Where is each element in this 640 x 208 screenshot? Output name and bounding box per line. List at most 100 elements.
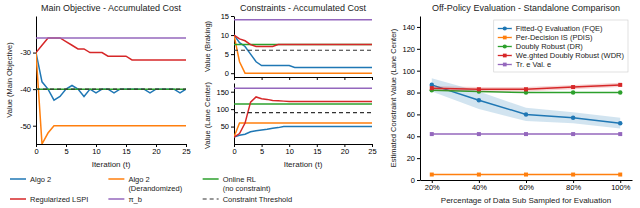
legend-label-line: Constraint Threshold <box>223 195 292 204</box>
x-axis: 0510152025 <box>232 144 376 156</box>
x-tick-label: 100% <box>611 183 631 192</box>
panel: 20%40%60%80%100%020406080100120140Off-Po… <box>389 3 633 205</box>
y-tick: 10 <box>221 31 234 40</box>
legend-label: Tr. e Val. e <box>516 60 551 69</box>
x-tick <box>317 77 318 80</box>
y-tick-mark <box>417 71 420 72</box>
legend-item: Constraint Threshold <box>203 195 292 204</box>
series-line <box>234 87 372 89</box>
y-tick: 60 <box>407 110 420 119</box>
x-tick <box>262 77 263 80</box>
y-tick-mark <box>417 49 420 50</box>
y-tick-label: 100 <box>402 67 415 76</box>
y-tick: 150 <box>216 88 234 97</box>
y-axis: 051015 <box>221 12 235 78</box>
y-tick: 40 <box>407 132 420 141</box>
y-tick-label: 120 <box>402 45 415 54</box>
legend-swatch <box>108 178 124 180</box>
y-tick: -50 <box>20 122 36 131</box>
x-tick-label: 5 <box>260 147 264 156</box>
y-tick: 5 <box>225 50 234 59</box>
legend-swatch <box>10 178 26 180</box>
series-line <box>234 35 372 46</box>
x-tick-mark <box>372 77 373 80</box>
y-tick-label: -50 <box>20 122 31 131</box>
plot-area <box>36 38 186 144</box>
std-band <box>432 78 620 128</box>
legend-label: Doubly Robust (DR) <box>516 42 584 51</box>
legend-item: π_b <box>108 195 142 204</box>
x-tick-label: 10 <box>286 147 294 156</box>
series-line <box>234 50 372 51</box>
series-line <box>36 37 186 39</box>
y-tick-label: 40 <box>407 132 415 141</box>
y-tick: 20 <box>407 154 420 163</box>
point-marker <box>430 86 434 90</box>
y-tick-label: 140 <box>402 23 415 32</box>
y-axis-title: Value (Braking) <box>203 20 212 72</box>
series-line <box>234 103 372 105</box>
point-marker <box>477 173 481 177</box>
point-marker <box>524 112 529 117</box>
y-tick: 100 <box>216 105 234 114</box>
y-tick: 15 <box>221 12 234 21</box>
y-axis-title: Value (Lane Center) <box>203 81 212 148</box>
series-line <box>36 88 186 90</box>
y-tick-mark <box>231 16 234 17</box>
y-tick-mark <box>231 73 234 74</box>
point-marker <box>571 90 576 95</box>
x-axis-line <box>235 77 373 78</box>
x-tick-label: 5 <box>64 147 68 156</box>
plot-area <box>234 20 372 73</box>
legend-label-line: Regularized LSPI <box>30 195 88 204</box>
x-tick-label: 20% <box>425 183 440 192</box>
y-axis: 50 100 150 <box>216 84 234 145</box>
legend-item: Per-Decision IS (PDIS) <box>498 33 593 42</box>
x-tick: 10 <box>286 144 294 156</box>
x-tick-label: 0 <box>232 147 236 156</box>
legend-item: Algo 2 <box>10 175 51 184</box>
legend-label: Per-Decision IS (PDIS) <box>516 33 593 42</box>
y-tick-label: 10 <box>221 31 229 40</box>
x-axis: 0510152025 <box>34 144 190 156</box>
series-line <box>234 97 372 137</box>
x-tick-label: 15 <box>313 147 321 156</box>
x-tick-label: 80% <box>566 183 581 192</box>
y-axis: 020406080100120140 <box>402 17 420 185</box>
y-tick-label: 15 <box>221 12 229 21</box>
chart-canvas: 0510152025-50-40-30Main Objective - Accu… <box>0 0 640 208</box>
series-line <box>36 89 186 90</box>
y-tick-mark <box>417 180 420 181</box>
plot-area <box>234 88 372 137</box>
x-tick-mark <box>344 77 345 80</box>
y-tick-mark <box>231 35 234 36</box>
legend-item: Tr. e Val. e <box>498 60 551 69</box>
panel: 051015Constraints - Accumulated CostValu… <box>203 3 373 80</box>
y-tick-label: 60 <box>407 110 415 119</box>
series-line <box>234 35 372 73</box>
y-tick-label: 50 <box>221 122 229 131</box>
x-tick-mark <box>262 77 263 80</box>
x-tick-label: 0 <box>34 147 38 156</box>
x-tick <box>372 77 373 80</box>
std-band <box>432 83 620 92</box>
y-tick-mark <box>33 89 36 90</box>
legend-marker <box>503 26 507 30</box>
legend: Fitted-Q Evaluation (FQE)Per-Decision IS… <box>494 20 628 72</box>
y-tick: 80 <box>407 88 420 97</box>
point-marker <box>477 98 482 103</box>
series-line <box>234 35 372 67</box>
x-tick: 15 <box>313 144 321 156</box>
x-tick: 15 <box>122 144 130 156</box>
point-marker <box>618 173 622 177</box>
legend-label: Online RL(no constraint) <box>223 175 271 193</box>
y-tick-mark <box>417 27 420 28</box>
x-tick: 5 <box>260 144 264 156</box>
y-tick-label: -30 <box>20 48 31 57</box>
legend-marker <box>503 44 507 48</box>
point-marker <box>618 121 623 126</box>
panel: 051015202550100150Iteration (t)Value (La… <box>203 81 377 169</box>
x-tick <box>344 77 345 80</box>
x-tick-label: 20 <box>152 147 160 156</box>
x-tick <box>289 77 290 80</box>
